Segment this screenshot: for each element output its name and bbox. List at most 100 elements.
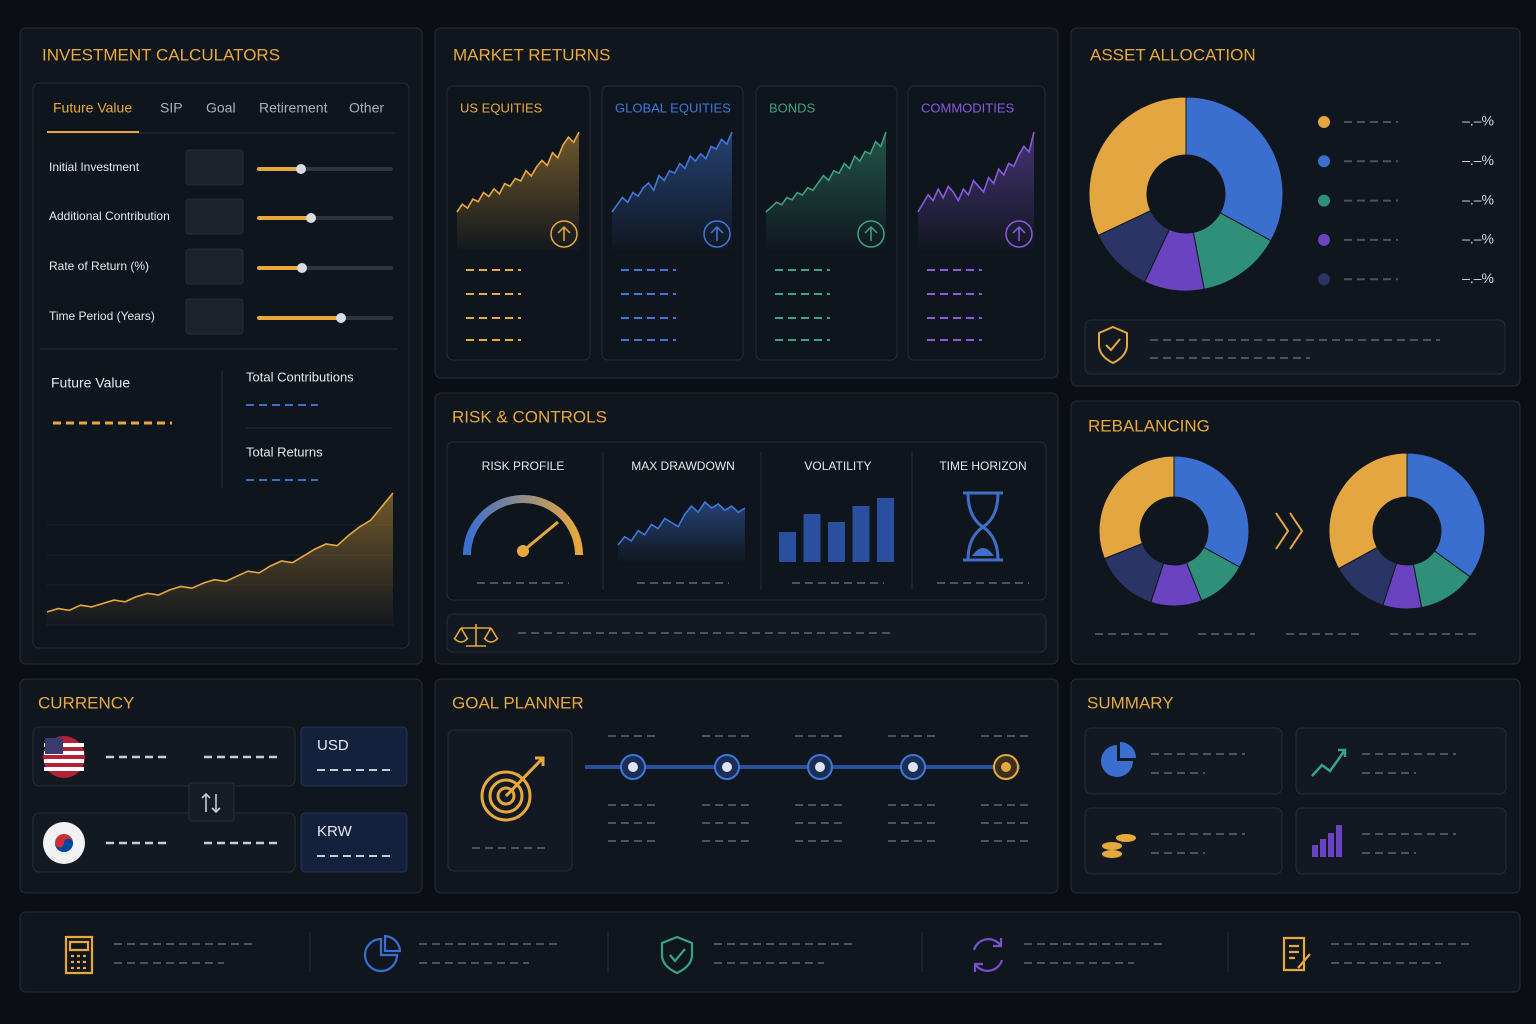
slider-knob[interactable] bbox=[306, 213, 316, 223]
bars-icon bbox=[1312, 845, 1318, 857]
area bbox=[612, 132, 732, 250]
check-icon bbox=[1105, 338, 1121, 352]
hourglass-sand bbox=[972, 548, 994, 556]
donut-slice bbox=[1185, 96, 1284, 242]
panel bbox=[434, 678, 1059, 894]
milestone-dot bbox=[815, 762, 825, 772]
up-arrow bbox=[710, 225, 724, 241]
metric-title: RISK PROFILE bbox=[482, 459, 565, 473]
metric-title: VOLATILITY bbox=[804, 459, 871, 473]
panel-title: REBALANCING bbox=[1088, 416, 1210, 435]
currency-code-box[interactable] bbox=[300, 812, 408, 873]
currency-code: KRW bbox=[317, 823, 353, 840]
legend-dot bbox=[1318, 116, 1330, 128]
coin-icon bbox=[1116, 834, 1136, 842]
coin-icon bbox=[1102, 850, 1122, 858]
result-label: Total Contributions bbox=[246, 369, 354, 384]
drawdown-line bbox=[617, 500, 746, 546]
sparkline bbox=[456, 131, 580, 213]
legend-dot bbox=[1318, 273, 1330, 286]
scale-icon bbox=[453, 624, 499, 647]
shield-icon bbox=[1098, 325, 1128, 365]
currency-code-box[interactable] bbox=[300, 726, 408, 787]
legend-value: –.–% bbox=[1462, 152, 1494, 168]
target-icon bbox=[480, 770, 532, 822]
milestone-dot bbox=[908, 762, 918, 772]
volatility-bar bbox=[828, 522, 845, 562]
up-arrow bbox=[864, 225, 878, 241]
coin-icon bbox=[1102, 842, 1122, 850]
sparkline bbox=[611, 131, 733, 213]
legend-dot bbox=[1318, 194, 1330, 207]
trend-icon bbox=[1311, 748, 1347, 777]
volatility-bar bbox=[803, 514, 821, 562]
donut-slice bbox=[1173, 455, 1250, 568]
tab[interactable]: Retirement bbox=[259, 100, 328, 116]
input-box[interactable] bbox=[185, 248, 244, 285]
tab[interactable]: SIP bbox=[160, 100, 183, 116]
flag-canton bbox=[45, 738, 63, 754]
inner-box bbox=[1295, 807, 1507, 875]
chevrons bbox=[1275, 512, 1304, 550]
flag-stripe bbox=[44, 767, 84, 771]
bars-icon bbox=[1336, 825, 1342, 857]
tab[interactable]: Other bbox=[349, 100, 384, 116]
sparkline bbox=[917, 131, 1035, 213]
donut-slice bbox=[1406, 452, 1486, 578]
chart-icon[interactable] bbox=[363, 934, 402, 973]
card-title: BONDS bbox=[769, 100, 816, 115]
panel bbox=[434, 27, 1059, 379]
up-icon bbox=[1005, 220, 1033, 248]
input-box[interactable] bbox=[185, 149, 244, 186]
inner-box bbox=[1084, 319, 1506, 375]
up-arrow bbox=[1012, 225, 1026, 241]
growth-line bbox=[46, 492, 394, 613]
input-box[interactable] bbox=[185, 298, 244, 335]
inner-box bbox=[1084, 727, 1283, 795]
footer bbox=[19, 911, 1521, 993]
milestone-dot bbox=[1001, 762, 1011, 772]
panel-title: ASSET ALLOCATION bbox=[1090, 45, 1256, 64]
sparkline bbox=[765, 131, 887, 213]
result-label: Future Value bbox=[51, 375, 130, 391]
panel-title: INVESTMENT CALCULATORS bbox=[42, 45, 280, 64]
inner-box bbox=[1084, 807, 1283, 875]
tab[interactable]: Goal bbox=[206, 100, 236, 116]
field-label: Additional Contribution bbox=[49, 209, 170, 223]
legend-value: –.–% bbox=[1462, 191, 1494, 207]
legend-dot bbox=[1318, 233, 1330, 246]
field-label: Time Period (Years) bbox=[49, 309, 155, 323]
area bbox=[618, 502, 745, 562]
bars-icon bbox=[1328, 833, 1334, 857]
area bbox=[918, 132, 1034, 250]
volatility-bar bbox=[852, 506, 870, 562]
up-icon bbox=[857, 220, 885, 248]
refresh-icon[interactable] bbox=[972, 938, 1004, 972]
metric-title: TIME HORIZON bbox=[939, 459, 1026, 473]
swap-icon bbox=[201, 792, 221, 814]
donut-slice bbox=[1328, 452, 1408, 570]
flag-stripe bbox=[44, 759, 84, 763]
panel-title: GOAL PLANNER bbox=[452, 693, 584, 712]
gauge-needle bbox=[522, 520, 559, 553]
panel-title: SUMMARY bbox=[1087, 693, 1174, 712]
slider-knob[interactable] bbox=[336, 313, 346, 323]
report-icon[interactable] bbox=[1282, 936, 1311, 972]
swap-button[interactable] bbox=[188, 782, 235, 822]
pie-icon bbox=[1120, 742, 1136, 758]
area bbox=[47, 493, 393, 625]
shield-icon[interactable] bbox=[660, 935, 694, 975]
calculator-icon[interactable] bbox=[64, 935, 94, 975]
input-box[interactable] bbox=[185, 198, 244, 235]
slider-knob[interactable] bbox=[296, 164, 306, 174]
donut-slice bbox=[1088, 96, 1187, 236]
inner-box bbox=[32, 82, 410, 649]
pie-icon bbox=[1101, 745, 1133, 777]
panel-title: CURRENCY bbox=[38, 693, 134, 712]
gauge-arc bbox=[463, 495, 583, 556]
target-arrow bbox=[504, 756, 545, 798]
target-icon bbox=[496, 786, 516, 806]
slider-knob[interactable] bbox=[297, 263, 307, 273]
tab[interactable]: Future Value bbox=[53, 100, 132, 116]
